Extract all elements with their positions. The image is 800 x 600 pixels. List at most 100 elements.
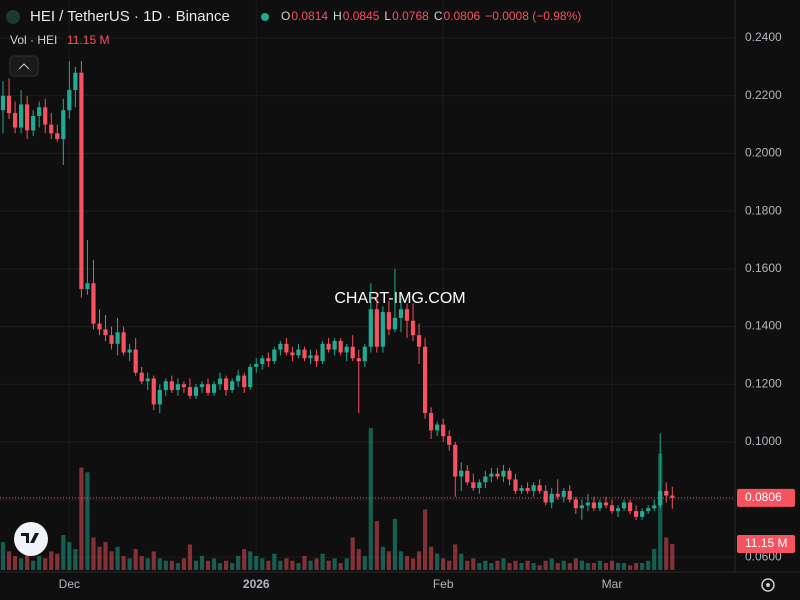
- candle-body: [79, 72, 84, 290]
- candle-body: [561, 490, 566, 497]
- watermark: CHART-IMG.COM: [334, 290, 465, 307]
- candle-body: [356, 358, 361, 362]
- change-label: −0.0008 (−0.98%): [485, 9, 581, 23]
- ohlc-key: H: [333, 9, 342, 23]
- volume-bar: [380, 546, 385, 570]
- volume-title: Vol · HEI: [10, 33, 57, 47]
- volume-bar: [537, 565, 542, 570]
- ohlc-key: L: [384, 9, 391, 23]
- volume-bar: [91, 537, 96, 570]
- candle-body: [19, 104, 24, 128]
- candle-body: [193, 387, 199, 396]
- volume-bar: [477, 563, 482, 570]
- candle-body: [429, 413, 434, 431]
- candle-body: [392, 317, 398, 330]
- volume-bar: [61, 535, 66, 570]
- candle-body: [61, 110, 66, 140]
- volume-bar: [338, 563, 343, 570]
- collapse-icon: [18, 63, 30, 70]
- candle-body: [670, 495, 675, 498]
- status-dot: [261, 13, 269, 21]
- candle-body: [525, 488, 530, 491]
- settings-gear[interactable]: [761, 578, 775, 592]
- volume-bar: [0, 542, 6, 570]
- candle-body: [362, 346, 367, 362]
- candle-body: [350, 346, 355, 359]
- volume-tag-label: 11.15 M: [745, 536, 787, 550]
- logo-mark: [21, 533, 39, 543]
- candle-body: [332, 340, 337, 350]
- volume-bar: [6, 551, 12, 570]
- collapse-button[interactable]: [9, 55, 39, 77]
- volume-bar: [169, 560, 174, 570]
- volume-bar: [320, 553, 325, 570]
- candle-body: [73, 72, 78, 90]
- volume-bar: [410, 558, 416, 570]
- volume-value: 11.15 M: [67, 33, 109, 47]
- volume-bar: [519, 563, 524, 570]
- candle-body: [211, 384, 217, 393]
- candle-body: [109, 335, 114, 344]
- x-tick-label: Dec: [59, 577, 80, 591]
- candle-body: [31, 115, 36, 131]
- candle-body: [519, 488, 524, 491]
- volume-bar: [314, 558, 319, 570]
- volume-bar: [634, 563, 639, 570]
- volume-bar: [266, 560, 271, 570]
- volume-bar: [326, 560, 331, 570]
- candle-body: [181, 384, 187, 388]
- volume-bar: [19, 558, 24, 570]
- volume-bar: [609, 560, 615, 570]
- candle-body: [0, 95, 6, 111]
- candle-body: [25, 104, 30, 131]
- volume-bar: [133, 549, 138, 570]
- candle-body: [380, 312, 385, 347]
- candle-body: [597, 502, 603, 509]
- candle-body: [368, 309, 373, 347]
- candle-body: [477, 482, 482, 489]
- volume-bar: [302, 556, 307, 570]
- volume-bar: [555, 563, 560, 570]
- candle-body: [290, 352, 295, 356]
- volume-bar: [404, 556, 410, 570]
- volume-bar: [308, 560, 313, 570]
- candle-body: [266, 358, 271, 362]
- volume-bar: [278, 560, 283, 570]
- candle-body: [91, 283, 96, 324]
- volume-bar: [543, 560, 548, 570]
- volume-bar: [549, 558, 554, 570]
- x-tick-label: Feb: [433, 577, 454, 591]
- candle-body: [85, 283, 90, 290]
- volume-bar: [157, 558, 162, 570]
- y-tick-label: 0.1400: [745, 319, 782, 333]
- volume-bar: [392, 518, 398, 570]
- candle-body: [627, 502, 633, 512]
- volume-bar: [646, 560, 651, 570]
- volume-bar: [531, 563, 536, 570]
- volume-bar: [386, 551, 392, 570]
- candle-body: [640, 511, 645, 517]
- volume-bar: [163, 560, 168, 570]
- volume-bar: [573, 558, 578, 570]
- settings-icon[interactable]: [761, 578, 775, 592]
- volume-bar: [332, 558, 337, 570]
- candle-body: [483, 476, 488, 483]
- volume-bar: [567, 563, 572, 570]
- volume-bar: [67, 542, 72, 570]
- volume-bar: [429, 546, 434, 570]
- candle-body: [603, 502, 609, 506]
- volume-bar: [591, 563, 597, 570]
- candle-body: [615, 508, 621, 512]
- candle-body: [471, 482, 476, 489]
- y-tick-label: 0.1800: [745, 203, 782, 217]
- volume-bar: [368, 428, 373, 570]
- volume-bar: [248, 551, 253, 570]
- volume-bar: [296, 563, 301, 570]
- volume-bar: [37, 556, 42, 570]
- volume-bar: [374, 521, 379, 570]
- volume-bar: [31, 560, 36, 570]
- volume-bar: [211, 558, 217, 570]
- candle-body: [501, 470, 506, 477]
- volume-bar: [603, 563, 609, 570]
